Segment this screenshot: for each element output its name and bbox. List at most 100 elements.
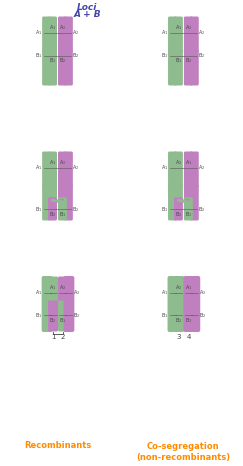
FancyBboxPatch shape	[42, 16, 51, 53]
Text: Loci: Loci	[77, 3, 97, 12]
FancyBboxPatch shape	[64, 185, 73, 220]
FancyBboxPatch shape	[184, 151, 193, 187]
FancyBboxPatch shape	[184, 49, 193, 85]
Text: A$_2$: A$_2$	[175, 283, 182, 292]
FancyBboxPatch shape	[174, 185, 183, 202]
FancyBboxPatch shape	[58, 16, 67, 53]
Text: A$_2$: A$_2$	[198, 28, 206, 37]
FancyBboxPatch shape	[48, 301, 58, 331]
Text: A$_1$: A$_1$	[35, 288, 43, 297]
Text: B$_2$: B$_2$	[198, 52, 206, 61]
Text: 4: 4	[187, 334, 191, 340]
FancyBboxPatch shape	[168, 151, 177, 187]
FancyBboxPatch shape	[58, 197, 67, 220]
FancyBboxPatch shape	[42, 276, 52, 332]
Text: A$_2$: A$_2$	[72, 164, 79, 172]
Text: B$_2$: B$_2$	[49, 210, 56, 219]
Text: B$_1$: B$_1$	[59, 316, 67, 325]
Text: A$_2$: A$_2$	[59, 158, 66, 167]
Text: B$_1$: B$_1$	[185, 210, 192, 219]
FancyBboxPatch shape	[64, 16, 73, 53]
FancyBboxPatch shape	[63, 276, 74, 332]
Text: A$_1$: A$_1$	[161, 28, 169, 37]
Text: B$_2$: B$_2$	[72, 52, 79, 61]
FancyBboxPatch shape	[183, 276, 194, 332]
FancyBboxPatch shape	[168, 49, 177, 85]
FancyBboxPatch shape	[58, 301, 68, 331]
Text: Recombinants: Recombinants	[24, 441, 91, 451]
FancyBboxPatch shape	[168, 185, 177, 220]
FancyBboxPatch shape	[174, 197, 183, 220]
Text: A$_1$: A$_1$	[35, 28, 43, 37]
Text: B$_1$: B$_1$	[185, 316, 192, 325]
FancyBboxPatch shape	[48, 49, 57, 85]
FancyBboxPatch shape	[48, 16, 57, 53]
Text: A$_2$: A$_2$	[59, 23, 66, 32]
Text: B$_2$: B$_2$	[199, 311, 207, 320]
Text: A$_2$: A$_2$	[59, 283, 67, 292]
Text: A$_1$: A$_1$	[161, 164, 169, 172]
Text: B$_1$: B$_1$	[59, 210, 66, 219]
Text: Co-segregation
(non-recombinants): Co-segregation (non-recombinants)	[136, 442, 230, 462]
Text: B$_1$: B$_1$	[161, 205, 169, 213]
FancyBboxPatch shape	[184, 185, 193, 202]
Text: 3: 3	[177, 334, 181, 340]
Text: A$_2$: A$_2$	[185, 23, 192, 32]
FancyBboxPatch shape	[58, 185, 67, 202]
Text: A + B: A + B	[73, 10, 101, 19]
Text: B$_2$: B$_2$	[73, 311, 81, 320]
Text: B$_1$: B$_1$	[35, 205, 43, 213]
FancyBboxPatch shape	[58, 276, 68, 306]
FancyBboxPatch shape	[174, 151, 183, 187]
Text: A$_1$: A$_1$	[185, 158, 192, 167]
Text: A$_1$: A$_1$	[35, 164, 43, 172]
Text: A$_2$: A$_2$	[72, 28, 79, 37]
FancyBboxPatch shape	[42, 185, 51, 220]
FancyBboxPatch shape	[184, 16, 193, 53]
FancyBboxPatch shape	[42, 49, 51, 85]
FancyBboxPatch shape	[48, 151, 57, 187]
Text: 2: 2	[61, 334, 65, 340]
FancyBboxPatch shape	[190, 49, 199, 85]
Text: B$_2$: B$_2$	[59, 56, 66, 65]
Text: B$_2$: B$_2$	[175, 316, 182, 325]
FancyBboxPatch shape	[48, 185, 57, 202]
Text: 1: 1	[51, 334, 55, 340]
FancyBboxPatch shape	[174, 276, 184, 332]
Text: A$_1$: A$_1$	[49, 158, 56, 167]
Text: B$_1$: B$_1$	[175, 56, 182, 65]
FancyBboxPatch shape	[64, 49, 73, 85]
Text: B$_1$: B$_1$	[35, 52, 43, 61]
FancyBboxPatch shape	[58, 151, 67, 187]
FancyBboxPatch shape	[174, 49, 183, 85]
Text: B$_2$: B$_2$	[175, 210, 182, 219]
FancyBboxPatch shape	[184, 197, 193, 220]
Text: B$_1$: B$_1$	[161, 52, 169, 61]
Text: A$_2$: A$_2$	[175, 158, 182, 167]
Text: B$_2$: B$_2$	[72, 205, 79, 213]
FancyBboxPatch shape	[190, 151, 199, 187]
Text: B$_2$: B$_2$	[185, 56, 192, 65]
Text: A$_2$: A$_2$	[198, 164, 206, 172]
Text: A$_2$: A$_2$	[73, 288, 81, 297]
FancyBboxPatch shape	[42, 151, 51, 187]
Text: B$_1$: B$_1$	[49, 56, 56, 65]
FancyBboxPatch shape	[174, 16, 183, 53]
Text: A$_1$: A$_1$	[49, 283, 57, 292]
Text: B$_1$: B$_1$	[161, 311, 169, 320]
FancyBboxPatch shape	[48, 276, 58, 306]
FancyBboxPatch shape	[58, 49, 67, 85]
FancyBboxPatch shape	[190, 185, 199, 220]
FancyBboxPatch shape	[190, 16, 199, 53]
Text: A$_2$: A$_2$	[199, 288, 207, 297]
Text: B$_1$: B$_1$	[35, 311, 43, 320]
Text: A$_1$: A$_1$	[175, 23, 182, 32]
FancyBboxPatch shape	[64, 151, 73, 187]
FancyBboxPatch shape	[167, 276, 178, 332]
Text: A$_1$: A$_1$	[49, 23, 56, 32]
FancyBboxPatch shape	[168, 16, 177, 53]
Text: B$_2$: B$_2$	[198, 205, 206, 213]
FancyBboxPatch shape	[189, 276, 200, 332]
FancyBboxPatch shape	[48, 197, 57, 220]
Text: A$_1$: A$_1$	[161, 288, 169, 297]
